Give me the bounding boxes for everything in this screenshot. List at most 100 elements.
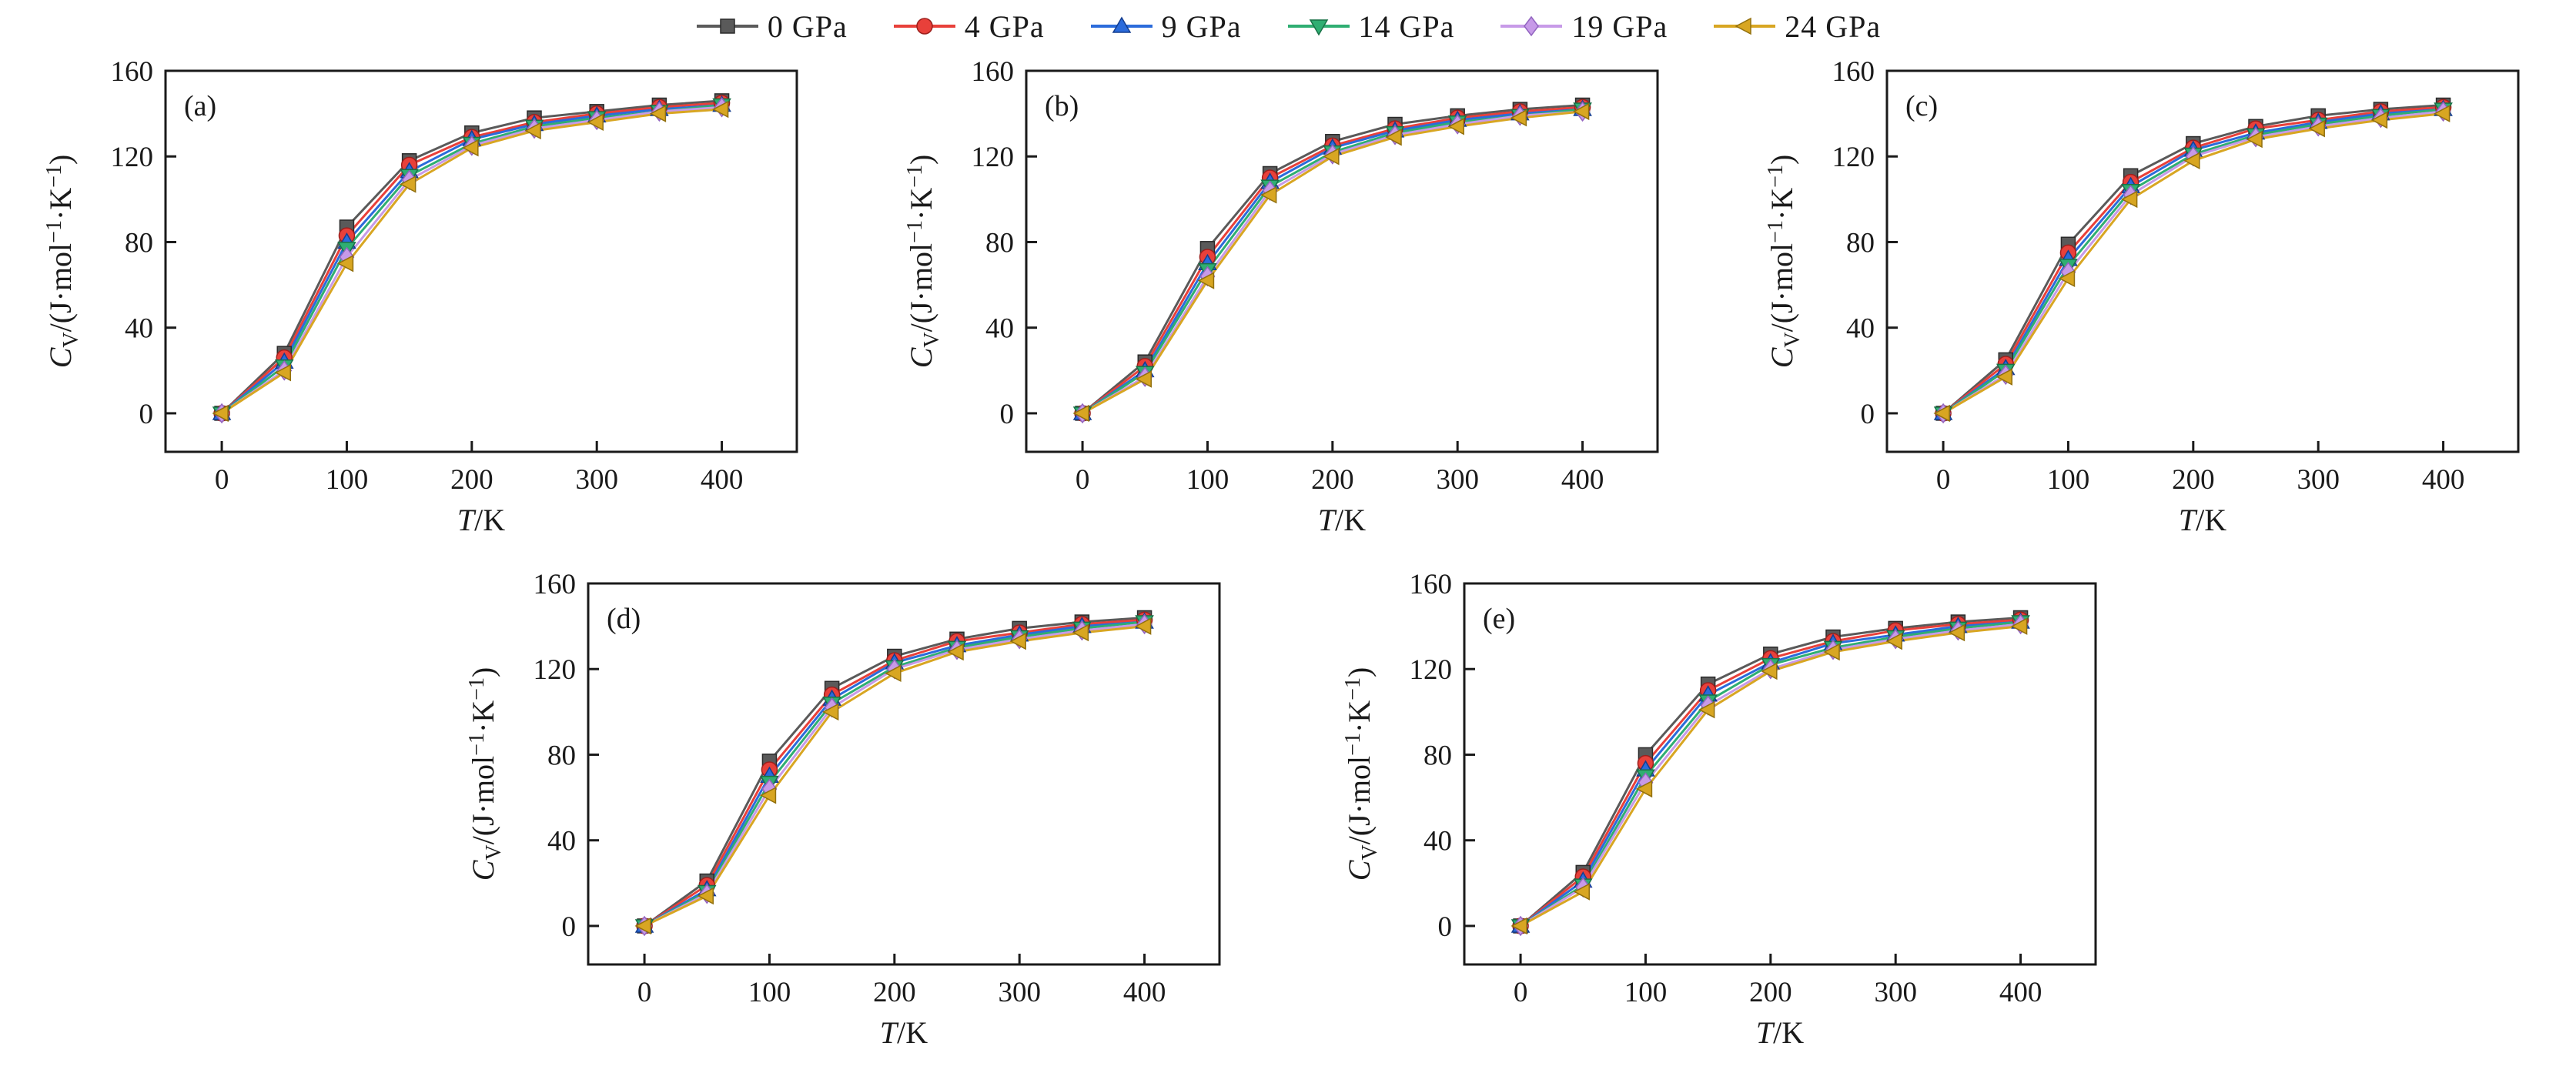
x-tick-label: 200	[2172, 464, 2215, 496]
series-marker	[1072, 404, 1089, 423]
y-tick-label: 40	[985, 313, 1014, 345]
x-tick-label: 400	[1123, 977, 1166, 1008]
y-axis-label: CV/(J·mol−1·K−1)	[1341, 667, 1382, 881]
legend-label: 14 GPa	[1358, 8, 1455, 44]
chart-panel-e: 0 100 200 300 400 0 40 80 120 160 T/K CV/(J·mol−1·K…	[1341, 569, 2097, 1050]
series-marker	[1572, 102, 1590, 121]
legend-label: 19 GPa	[1571, 8, 1668, 44]
panel-label: (c)	[1905, 90, 1938, 122]
series-markers-24gpa	[634, 617, 1152, 935]
series-marker	[1761, 662, 1778, 680]
legend-marker-triangle-down-icon	[1287, 19, 1350, 36]
x-tick-label: 300	[1436, 464, 1479, 496]
series-marker	[400, 175, 417, 193]
x-tick-label: 100	[1624, 977, 1668, 1008]
y-tick-label: 120	[534, 654, 577, 686]
series-marker	[947, 643, 964, 661]
x-tick-label: 0	[637, 977, 652, 1008]
x-tick-label: 200	[450, 464, 493, 496]
x-tick-label: 300	[2297, 464, 2340, 496]
series-marker	[1309, 19, 1328, 36]
series-marker	[915, 18, 933, 35]
legend-marker-triangle-left-icon	[1714, 17, 1776, 35]
series-marker	[1635, 780, 1653, 798]
x-tick-label: 0	[1514, 977, 1528, 1008]
series-marker	[1524, 15, 1540, 37]
panel-label: (b)	[1045, 90, 1079, 122]
y-tick-label: 40	[125, 313, 153, 345]
series-marker	[634, 917, 651, 935]
series-marker	[759, 787, 777, 804]
series-marker	[2433, 105, 2451, 122]
x-tick-label: 200	[1311, 464, 1354, 496]
y-tick-label: 0	[1438, 911, 1453, 943]
x-tick-label: 300	[575, 464, 618, 496]
legend-item-24gpa: 24 GPa	[1712, 8, 1881, 45]
series-marker	[1197, 272, 1215, 289]
series-marker	[649, 105, 667, 122]
series-markers-24gpa	[1510, 617, 2028, 935]
legend: 0 GPa 4 GPa 9 GPa 14 GPa 19 GPa 24 GPa	[0, 0, 2576, 48]
series-markers-24gpa	[1933, 105, 2451, 423]
y-tick-label: 80	[547, 740, 576, 771]
y-tick-label: 120	[972, 142, 1015, 173]
series-marker	[1885, 632, 1902, 650]
x-tick-label: 0	[1076, 464, 1090, 496]
series-marker	[462, 139, 479, 157]
series-marker	[1510, 917, 1527, 935]
axis-frame	[587, 582, 1221, 966]
series-marker	[1933, 404, 1950, 423]
series-marker	[1573, 883, 1591, 901]
legend-marker-square-icon	[696, 18, 758, 34]
series-marker	[1996, 368, 2013, 386]
plot-row-bottom: 0 100 200 300 400 0 40 80 120 160 T/K CV/(J·mol−1·K…	[0, 560, 2576, 1053]
x-tick-label: 100	[2047, 464, 2090, 496]
series-marker	[720, 18, 735, 34]
legend-marker-diamond-icon	[1500, 15, 1563, 37]
x-axis-label: T/K	[2179, 503, 2226, 537]
series-marker	[1135, 370, 1153, 388]
plot-row-top: 0 100 200 300 400 0 40 80 120 160 T/K CV/(J·mol−1·K…	[0, 48, 2576, 540]
legend-item-0gpa: 0 GPa	[695, 8, 848, 45]
x-axis-label: T/K	[880, 1015, 928, 1050]
chart-panel-d: 0 100 200 300 400 0 40 80 120 160 T/K CV/(J·mol−1·K…	[465, 569, 1221, 1050]
y-axis-label: CV/(J·mol−1·K−1)	[465, 667, 506, 881]
legend-item-14gpa: 14 GPa	[1286, 8, 1455, 45]
legend-item-9gpa: 9 GPa	[1089, 8, 1242, 45]
series-marker	[2010, 617, 2028, 635]
series-marker	[212, 404, 229, 423]
legend-label: 0 GPa	[767, 8, 848, 44]
y-axis-label: CV/(J·mol−1·K−1)	[903, 155, 944, 369]
panel-label: (a)	[184, 90, 216, 122]
series-marker	[1323, 147, 1340, 165]
y-tick-label: 0	[1861, 399, 1875, 430]
legend-item-4gpa: 4 GPa	[892, 8, 1045, 45]
legend-item-19gpa: 19 GPa	[1499, 8, 1668, 45]
series-marker	[1385, 128, 1402, 146]
series-marker	[2370, 111, 2388, 129]
series-marker	[822, 703, 839, 721]
y-axis-label: CV/(J·mol−1·K−1)	[1764, 155, 1805, 369]
y-tick-label: 40	[1846, 313, 1875, 345]
series-marker	[524, 122, 541, 140]
x-axis-label: T/K	[457, 503, 505, 537]
x-tick-label: 200	[873, 977, 916, 1008]
series-marker	[697, 887, 714, 905]
y-tick-label: 120	[111, 142, 154, 173]
y-tick-label: 80	[125, 227, 153, 259]
series-marker	[1823, 643, 1840, 661]
y-axis-label: CV/(J·mol−1·K−1)	[42, 155, 83, 369]
series-marker	[274, 363, 292, 382]
x-tick-label: 400	[1999, 977, 2042, 1008]
chart-panel-b: 0 100 200 300 400 0 40 80 120 160 T/K CV/(J·mol−1·K…	[903, 56, 1659, 537]
series-marker	[1698, 700, 1715, 719]
y-tick-label: 0	[139, 399, 154, 430]
y-tick-label: 120	[1410, 654, 1453, 686]
x-tick-label: 100	[326, 464, 369, 496]
legend-label: 9 GPa	[1161, 8, 1242, 44]
x-tick-label: 0	[215, 464, 229, 496]
x-tick-label: 400	[701, 464, 744, 496]
axis-frame	[164, 69, 798, 453]
x-tick-label: 400	[1561, 464, 1604, 496]
